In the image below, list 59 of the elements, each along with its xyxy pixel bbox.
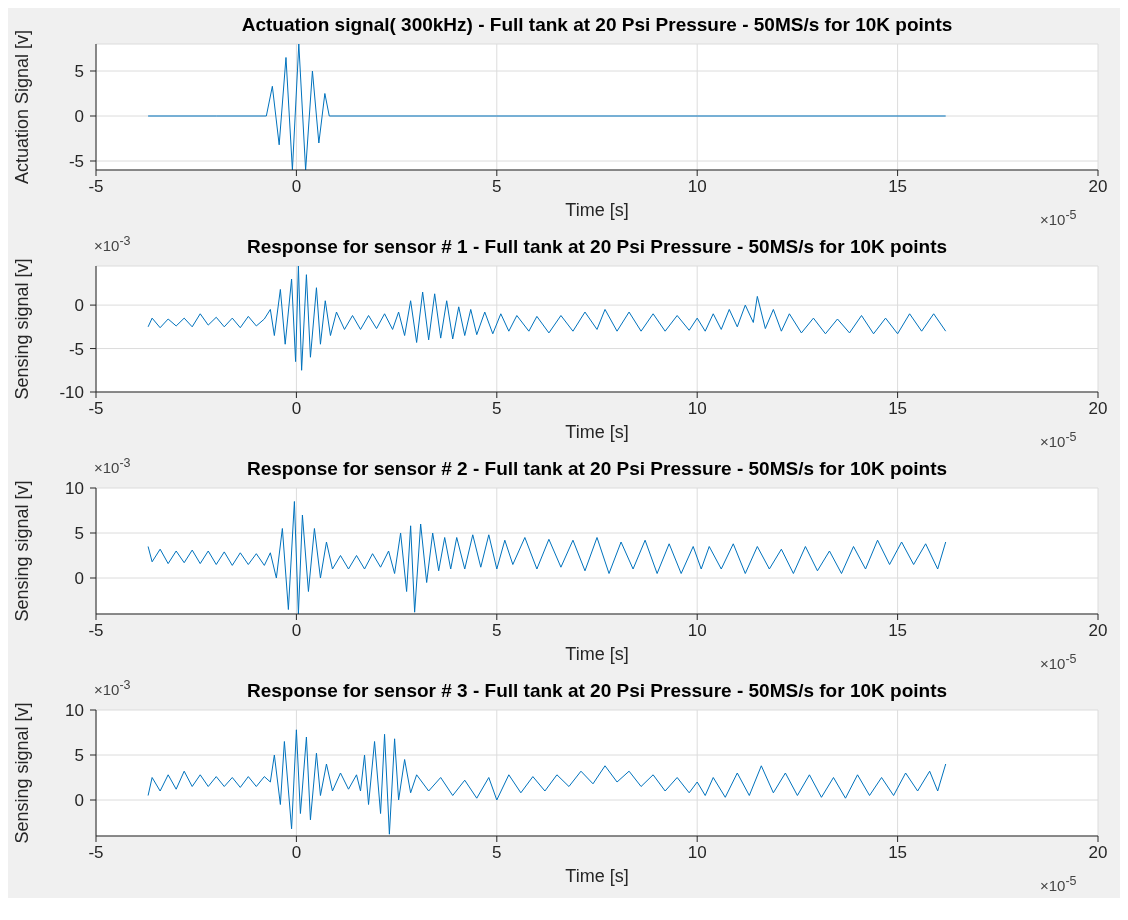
line-series xyxy=(147,501,947,614)
x-tick-label: 15 xyxy=(888,621,908,641)
x-tick-label: 0 xyxy=(291,177,302,197)
text: ×10$^{-5}$ xyxy=(1040,208,1077,228)
x-tick-label: -5 xyxy=(88,621,104,641)
y-tick-label: 0 xyxy=(74,107,84,127)
y-tick-label: -10 xyxy=(59,383,84,403)
y-tick-label: 0 xyxy=(74,569,84,589)
x-tick-label: -5 xyxy=(88,399,104,419)
y-tick-label: 5 xyxy=(74,746,84,766)
y-tick-label: 5 xyxy=(74,524,84,544)
x-tick-label: 10 xyxy=(687,843,707,863)
chart-title: Response for sensor # 1 - Full tank at 20 Psi Pressure - 50MS/s for 10K points xyxy=(246,236,948,257)
x-tick-label: -5 xyxy=(88,843,104,863)
x-tick-label: 15 xyxy=(888,177,908,197)
text: ×10$^{-5}$ xyxy=(1040,874,1077,894)
y-tick-label: -5 xyxy=(68,339,84,359)
x-tick-label: 20 xyxy=(1088,621,1108,641)
y-tick-label: 10 xyxy=(65,701,84,721)
x-tick-label: 10 xyxy=(687,399,707,419)
y-tick-label: 5 xyxy=(74,62,84,82)
chart-title: Response for sensor # 3 - Full tank at 20 Psi Pressure - 50MS/s for 10K points xyxy=(246,680,948,701)
x-tick-label: 0 xyxy=(291,399,302,419)
x-tick-label: 15 xyxy=(888,399,908,419)
x-tick-label: 5 xyxy=(492,177,502,197)
x-tick-label: 20 xyxy=(1088,177,1108,197)
x-tick-label: 10 xyxy=(687,621,707,641)
y-tick-label: 10 xyxy=(65,479,84,499)
x-axis-title: Time [s] xyxy=(565,644,629,664)
y-axis-title: Sensing signal [v] xyxy=(11,257,33,402)
x-tick-label: 5 xyxy=(492,399,502,419)
x-axis-title: Time [s] xyxy=(565,422,629,442)
x-tick-label: 5 xyxy=(492,621,502,641)
y-tick-label: 0 xyxy=(74,791,84,811)
x-tick-label: 20 xyxy=(1088,843,1108,863)
x-tick-label: 0 xyxy=(291,843,302,863)
x-tick-label: 0 xyxy=(291,621,302,641)
text: ×10$^{-3}$ xyxy=(94,456,131,476)
text: ×10$^{-5}$ xyxy=(1040,652,1077,672)
y-axis-title: Sensing signal [v] xyxy=(11,479,33,624)
chart-title: Response for sensor # 2 - Full tank at 20 Psi Pressure - 50MS/s for 10K points xyxy=(246,458,948,479)
x-tick-label: 5 xyxy=(492,843,502,863)
y-tick-label: 0 xyxy=(74,296,84,316)
x-axis-title: Time [s] xyxy=(565,866,629,886)
x-tick-label: 20 xyxy=(1088,399,1108,419)
chart-title: Actuation signal( 300kHz) - Full tank at 20 Psi Pressure - 50MS/s for 10K points xyxy=(240,14,954,36)
y-axis-title: Actuation Signal [v] xyxy=(11,28,33,187)
y-tick-label: -5 xyxy=(68,152,84,172)
text: ×10$^{-3}$ xyxy=(94,234,131,254)
line-series xyxy=(147,44,947,170)
x-tick-label: 15 xyxy=(888,843,908,863)
line-series xyxy=(147,729,947,835)
x-tick-label: -5 xyxy=(88,177,104,197)
x-tick-label: 10 xyxy=(687,177,707,197)
x-axis-title: Time [s] xyxy=(565,200,629,220)
y-axis-title: Sensing signal [v] xyxy=(11,701,33,846)
line-series xyxy=(147,266,947,371)
text: ×10$^{-3}$ xyxy=(94,678,131,698)
text: ×10$^{-5}$ xyxy=(1040,430,1077,450)
